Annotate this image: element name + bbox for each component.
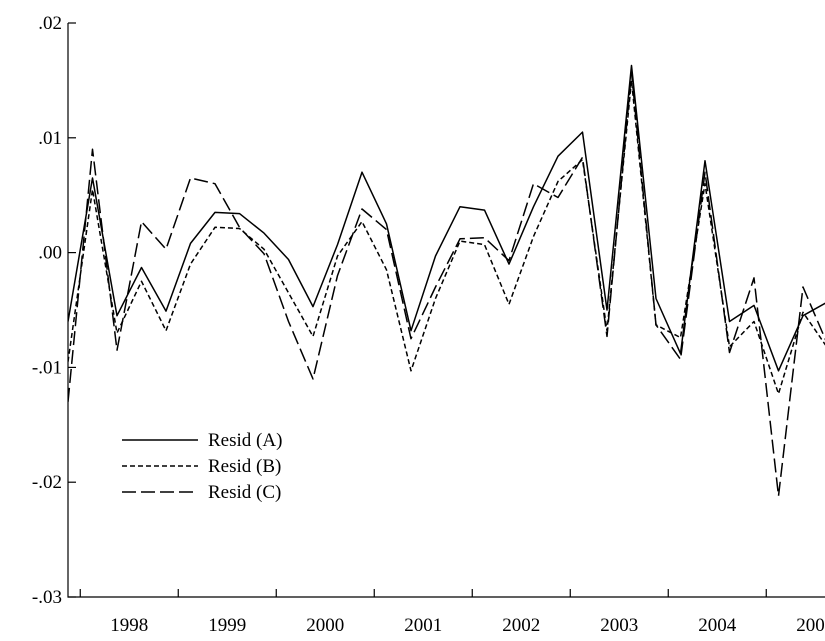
series-lines: [68, 64, 825, 497]
legend: Resid (A) Resid (B) Resid (C): [122, 430, 282, 503]
x-tick-label: 2002: [502, 615, 540, 636]
x-tick-label: 2004: [698, 615, 737, 636]
y-tick-label: -.03: [32, 587, 62, 608]
legend-label-a: Resid (A): [208, 430, 282, 451]
axis-frame: [67, 23, 825, 598]
y-axis: .02 .01 .00 -.01 -.02 -.03: [32, 13, 76, 608]
y-tick-label: .01: [38, 128, 62, 149]
y-tick-label: .02: [38, 13, 62, 34]
legend-label-c: Resid (C): [208, 482, 281, 503]
y-tick-label: -.02: [32, 472, 62, 493]
x-axis: 1998 1999 2000 2001 2002 2003 2004 2005: [79, 589, 825, 636]
legend-label-b: Resid (B): [208, 456, 281, 477]
x-tick-label: 2000: [306, 615, 344, 636]
x-tick-label: 1999: [208, 615, 246, 636]
series-line-b: [68, 79, 825, 395]
y-tick-label: .00: [38, 243, 62, 264]
x-tick-label: 1998: [110, 615, 148, 636]
series-line-a: [68, 64, 825, 372]
y-tick-label: -.01: [32, 357, 62, 378]
x-tick-label: 2003: [600, 615, 638, 636]
x-tick-label: 2001: [404, 615, 442, 636]
x-tick-label: 2005: [796, 615, 825, 636]
plot-area: [67, 23, 825, 598]
series-line-c: [68, 71, 825, 497]
